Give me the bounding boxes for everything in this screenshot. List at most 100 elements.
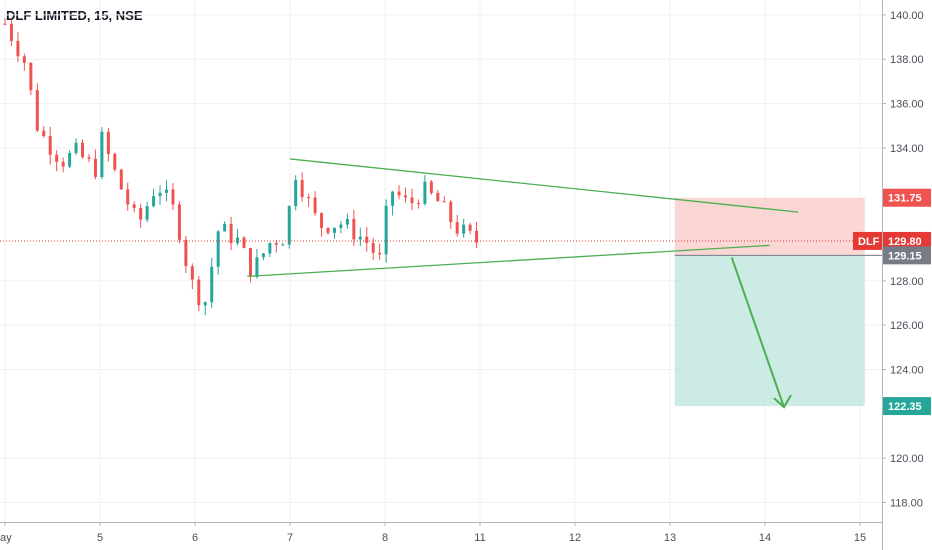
entry-price-badge: 129.15 — [888, 250, 922, 262]
x-tick-label: 11 — [474, 532, 485, 544]
entry-price-badge-bg — [883, 246, 931, 265]
candle-body — [236, 237, 240, 244]
grid — [0, 0, 882, 522]
x-tick-label: 8 — [382, 532, 388, 544]
candle-body — [145, 206, 149, 220]
x-tick-label: 15 — [854, 532, 866, 544]
candle-body — [132, 204, 136, 208]
candle-body — [268, 243, 272, 254]
candle-body — [16, 40, 20, 57]
chart-title: DLF LIMITED, 15, NSE — [6, 8, 143, 23]
pattern-drawings — [0, 158, 882, 409]
candle-body — [55, 154, 59, 162]
candle-body — [203, 302, 207, 306]
y-tick-label: 120.00 — [890, 453, 924, 465]
candle-body — [223, 223, 227, 232]
candle-body — [3, 23, 7, 25]
y-tick-label: 134.00 — [890, 143, 924, 155]
candle-body — [197, 279, 201, 306]
symbol-tag: DLF — [858, 236, 880, 248]
x-tick-label: ay — [0, 532, 12, 544]
candle-body — [93, 158, 97, 177]
candle-body — [165, 189, 168, 193]
candle-body — [300, 180, 304, 198]
stop-price-badge: 131.75 — [888, 193, 922, 205]
candle-body — [294, 180, 298, 207]
candle-body — [404, 195, 408, 198]
candle-body — [320, 213, 324, 228]
projection-arrow — [730, 257, 785, 408]
stop-price-badge-bg — [883, 188, 931, 207]
candle-body — [339, 224, 343, 228]
candle-body — [210, 266, 214, 303]
candle-body — [126, 189, 130, 205]
candle-body — [29, 62, 33, 91]
candle-body — [371, 242, 375, 253]
position-zones — [674, 197, 882, 407]
candle-body — [100, 131, 104, 177]
candle-body — [171, 189, 175, 205]
candle-body — [365, 236, 369, 243]
y-tick-label: 126.00 — [890, 320, 924, 332]
current-price-badge: 129.80 — [888, 236, 922, 248]
candle-body — [190, 266, 194, 280]
target-price-badge-bg — [883, 397, 931, 416]
x-tick-label: 13 — [664, 532, 676, 544]
candle-body — [68, 152, 72, 167]
candle-body — [113, 153, 117, 170]
candle-body — [274, 243, 278, 245]
candle-body — [158, 192, 162, 197]
price-badges: 131.75 129.80 129.15 122.35 DLF — [853, 188, 931, 416]
candle-body — [378, 252, 382, 255]
candle-body — [326, 227, 330, 233]
candle-body — [248, 248, 252, 278]
candle-body — [61, 161, 65, 167]
candle-body — [332, 227, 336, 233]
projection-arrow-head — [773, 394, 792, 409]
y-tick-label: 136.00 — [890, 99, 924, 111]
candle-body — [139, 207, 143, 220]
symbol-tag-bg — [853, 231, 882, 250]
candle-body — [87, 157, 91, 159]
candle-body — [410, 197, 414, 204]
y-tick-label: 118.00 — [890, 497, 923, 509]
candle-body — [416, 203, 420, 205]
candle-body — [287, 206, 291, 245]
x-tick-label: 5 — [97, 532, 103, 544]
candle-body — [74, 142, 78, 153]
candle-body — [468, 224, 472, 231]
time-axis: ay 5 6 7 8 11 12 13 14 15 — [0, 522, 882, 544]
candle-body — [442, 201, 446, 203]
candle-body — [462, 224, 466, 234]
candle-body — [436, 192, 440, 202]
candle-body — [313, 197, 317, 214]
candle-body — [177, 204, 181, 240]
y-tick-label: 124.00 — [890, 364, 924, 376]
candle-body — [475, 230, 479, 243]
candle-body — [119, 169, 123, 190]
candle-body — [449, 201, 453, 223]
price-axis-bg — [882, 0, 932, 550]
y-tick-label: 140.00 — [890, 10, 924, 22]
candle-body — [384, 205, 388, 255]
candle-body — [22, 56, 26, 63]
candle-body — [184, 239, 188, 267]
x-tick-label: 6 — [192, 532, 198, 544]
price-axis: 140.00 138.00 136.00 134.00 128.00 126.00 124.… — [882, 0, 932, 550]
candle-body — [106, 131, 110, 154]
candle-body — [255, 257, 259, 278]
candle-body — [152, 196, 156, 207]
candle-body — [391, 191, 395, 206]
y-tick-label: 138.00 — [890, 54, 924, 66]
x-tick-label: 14 — [759, 532, 771, 544]
candle-body — [48, 136, 52, 155]
current-price-badge-bg — [883, 231, 931, 250]
candle-body — [42, 130, 46, 137]
candle-body — [261, 253, 265, 258]
candle-body — [229, 223, 233, 244]
target-zone — [674, 255, 865, 407]
target-price-badge: 122.35 — [888, 401, 922, 413]
candle-body — [307, 197, 311, 199]
candle-body — [358, 236, 362, 240]
